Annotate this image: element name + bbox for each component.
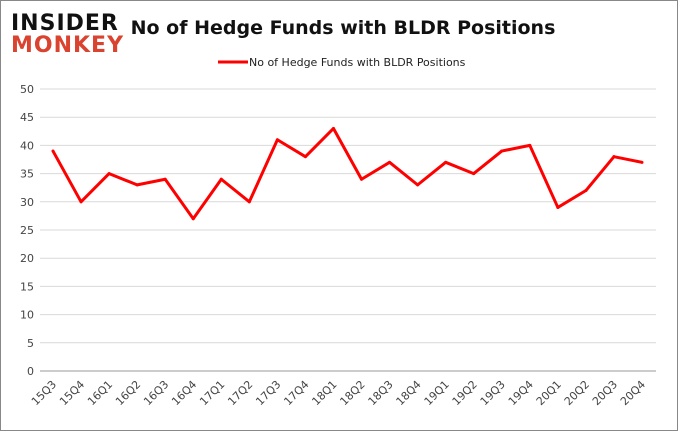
data-point: [331, 126, 335, 130]
data-point: [388, 160, 392, 164]
x-tick-label: 16Q3: [141, 378, 171, 408]
x-tick-label: 17Q2: [225, 378, 255, 408]
x-tick-label: 20Q2: [562, 378, 592, 408]
data-point: [163, 177, 167, 181]
y-tick-label: 0: [27, 365, 34, 378]
data-point: [219, 177, 223, 181]
x-tick-label: 19Q2: [450, 378, 480, 408]
x-tick-label: 18Q4: [394, 378, 424, 408]
data-point: [107, 172, 111, 176]
y-tick-label: 40: [20, 139, 34, 152]
x-tick-label: 17Q3: [253, 378, 283, 408]
data-point: [135, 183, 139, 187]
x-tick-label: 20Q3: [590, 378, 620, 408]
data-point: [612, 155, 616, 159]
y-tick-label: 30: [20, 196, 34, 209]
chart-title: No of Hedge Funds with BLDR Positions: [131, 17, 556, 39]
data-point: [360, 177, 364, 181]
x-tick-label: 18Q2: [337, 378, 367, 408]
x-tick-label: 20Q1: [534, 378, 564, 408]
data-point: [528, 143, 532, 147]
data-point: [640, 160, 644, 164]
x-tick-label: 16Q2: [113, 378, 143, 408]
data-point: [275, 138, 279, 142]
y-tick-label: 15: [20, 280, 34, 293]
logo-line2: MONKEY: [11, 33, 124, 58]
data-point: [79, 200, 83, 204]
logo-line1: INSIDER: [11, 11, 119, 36]
data-point: [556, 205, 560, 209]
y-tick-label: 10: [20, 309, 34, 322]
data-point: [191, 217, 195, 221]
y-tick-label: 5: [27, 337, 34, 350]
data-point: [416, 183, 420, 187]
x-tick-label: 20Q4: [618, 378, 648, 408]
series-line: [51, 126, 643, 221]
legend-label: No of Hedge Funds with BLDR Positions: [249, 56, 466, 69]
data-point: [303, 155, 307, 159]
x-tick-label: 15Q3: [29, 378, 59, 408]
data-point: [444, 160, 448, 164]
insider-monkey-logo: INSIDER MONKEY: [11, 11, 124, 58]
y-tick-label: 20: [20, 252, 34, 265]
x-tick-label: 19Q3: [478, 378, 508, 408]
data-point: [51, 149, 55, 153]
y-tick-label: 25: [20, 224, 34, 237]
x-tick-label: 17Q1: [197, 378, 227, 408]
y-tick-label: 35: [20, 168, 34, 181]
x-tick-label: 16Q4: [169, 378, 199, 408]
x-tick-label: 19Q1: [422, 378, 452, 408]
x-tick-label: 17Q4: [281, 378, 311, 408]
x-tick-label: 19Q4: [506, 378, 536, 408]
data-point: [247, 200, 251, 204]
data-point: [584, 189, 588, 193]
legend: No of Hedge Funds with BLDR Positions: [218, 56, 466, 69]
y-tick-label: 45: [20, 111, 34, 124]
x-tick-label: 15Q4: [57, 378, 87, 408]
x-tick-label: 18Q1: [309, 378, 339, 408]
y-tick-label: 50: [20, 83, 34, 96]
x-tick-label: 18Q3: [366, 378, 396, 408]
data-point: [500, 149, 504, 153]
data-point: [472, 172, 476, 176]
x-tick-label: 16Q1: [85, 378, 115, 408]
